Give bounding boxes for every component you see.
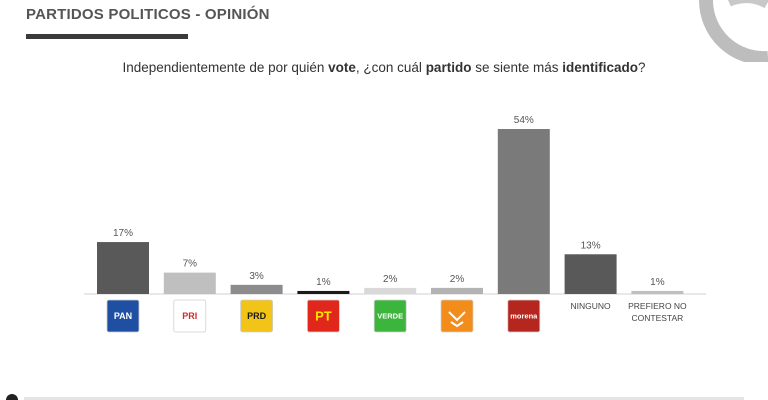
mc-logo-mark [448, 311, 466, 328]
pri-logo-icon [173, 299, 207, 333]
question-bold-partido: partido [425, 60, 472, 75]
bar-pri [163, 272, 216, 294]
data-label: 54% [514, 115, 534, 126]
pt-logo-icon [306, 299, 340, 333]
question-text-3: se siente más [471, 60, 563, 75]
data-label: 2% [383, 274, 398, 285]
category-label: CONTESTAR [632, 313, 684, 323]
category-label: NINGUNO [571, 301, 612, 311]
morena-logo-text: morena [510, 312, 538, 321]
bar-pan [97, 242, 149, 294]
data-label: 3% [249, 271, 264, 282]
data-label: 17% [113, 228, 133, 239]
survey-question: Independientemente de por quién vote, ¿c… [0, 60, 768, 75]
bar-mc [431, 287, 483, 294]
prd-logo-icon [240, 299, 274, 333]
verde-logo-text: VERDE [377, 312, 403, 321]
verde-logo-icon [373, 299, 407, 333]
question-bold-vote: vote [328, 60, 356, 75]
pri-logo-text: PRI [182, 311, 197, 321]
bar-prd [230, 284, 283, 294]
data-label: 13% [581, 240, 601, 251]
data-label: 2% [450, 274, 465, 285]
corner-decoration [698, 0, 768, 62]
question-text-2: , ¿con cuál [355, 60, 426, 75]
title-underline [26, 34, 188, 39]
data-label: 1% [316, 277, 331, 288]
page-title: PARTIDOS POLITICOS - OPINIÓN [26, 6, 270, 23]
morena-logo-icon [507, 299, 541, 333]
pt-logo-text: PT [315, 309, 332, 324]
bar-pt [297, 290, 350, 294]
bar-verde [364, 287, 417, 294]
question-text-4: ? [638, 60, 646, 75]
data-label: 7% [183, 259, 198, 270]
footer-strip [6, 394, 744, 400]
question-bold-identificado: identificado [562, 60, 638, 75]
bar-ninguno [564, 254, 617, 294]
mc-logo-icon [440, 299, 474, 333]
data-label: 1% [650, 277, 665, 288]
pan-logo-text: PAN [114, 311, 132, 321]
bar-morena [497, 129, 550, 294]
prd-logo-text: PRD [247, 311, 267, 321]
question-text-1: Independientemente de por quién [122, 60, 329, 75]
category-label: PREFIERO NO [628, 301, 687, 311]
bar-prefiero-no-contestar [631, 290, 684, 294]
pan-logo-icon [106, 299, 140, 333]
